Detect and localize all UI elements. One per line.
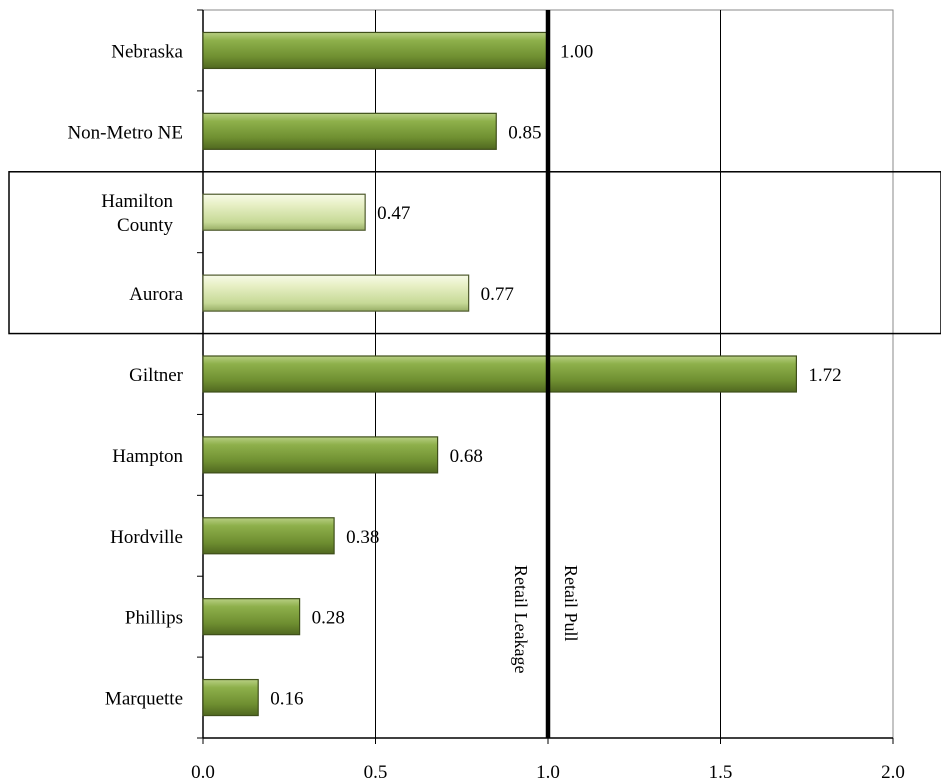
- highlight-group-box: [8, 171, 941, 335]
- x-tick-label: 0.5: [364, 762, 388, 781]
- bar: [202, 517, 335, 555]
- category-label: Hampton: [112, 446, 183, 467]
- retail-leakage-label: Retail Leakage: [511, 565, 531, 673]
- category-label: Aurora: [129, 284, 183, 305]
- category-ticks-layer: [197, 9, 203, 739]
- category-label: Nebraska: [111, 41, 183, 62]
- x-tick-label: 1.0: [536, 762, 560, 781]
- x-tick-label: 2.0: [881, 762, 905, 781]
- bar: [202, 355, 798, 393]
- data-label: 0.28: [312, 608, 345, 629]
- x-tick-label: 0.0: [191, 762, 215, 781]
- data-label: 0.47: [377, 203, 410, 224]
- category-label: Non-Metro NE: [67, 122, 183, 143]
- category-label: Marquette: [105, 689, 183, 710]
- category-label-line: Hamilton: [101, 191, 173, 212]
- x-tick-label: 1.5: [709, 762, 733, 781]
- data-label: 1.00: [560, 41, 593, 62]
- highlight-box-layer: [8, 171, 941, 335]
- bar: [202, 274, 470, 312]
- bar: [202, 598, 301, 636]
- category-label: Hamilton County: [101, 191, 173, 236]
- bar: [202, 112, 497, 150]
- category-label-line: County: [117, 215, 173, 236]
- bar: [202, 31, 549, 70]
- category-label: Giltner: [129, 365, 183, 386]
- labels-layer: 0.0 0.5 1.0 1.5 2.0 Nebraska 1.00 Non-Metro NE 0…: [67, 41, 904, 781]
- data-label: 0.38: [346, 527, 379, 548]
- bar: [202, 678, 259, 717]
- category-label: Hordville: [110, 527, 183, 548]
- data-label: 0.68: [450, 446, 483, 467]
- data-label: 0.16: [270, 689, 303, 710]
- data-label: 0.85: [508, 122, 541, 143]
- bar: [202, 436, 439, 474]
- retail-pull-label: Retail Pull: [561, 565, 581, 642]
- bar: [202, 193, 366, 231]
- category-label: Phillips: [125, 608, 183, 629]
- data-label: 1.72: [808, 365, 841, 386]
- bars-layer: [202, 31, 798, 717]
- data-label: 0.77: [481, 284, 514, 305]
